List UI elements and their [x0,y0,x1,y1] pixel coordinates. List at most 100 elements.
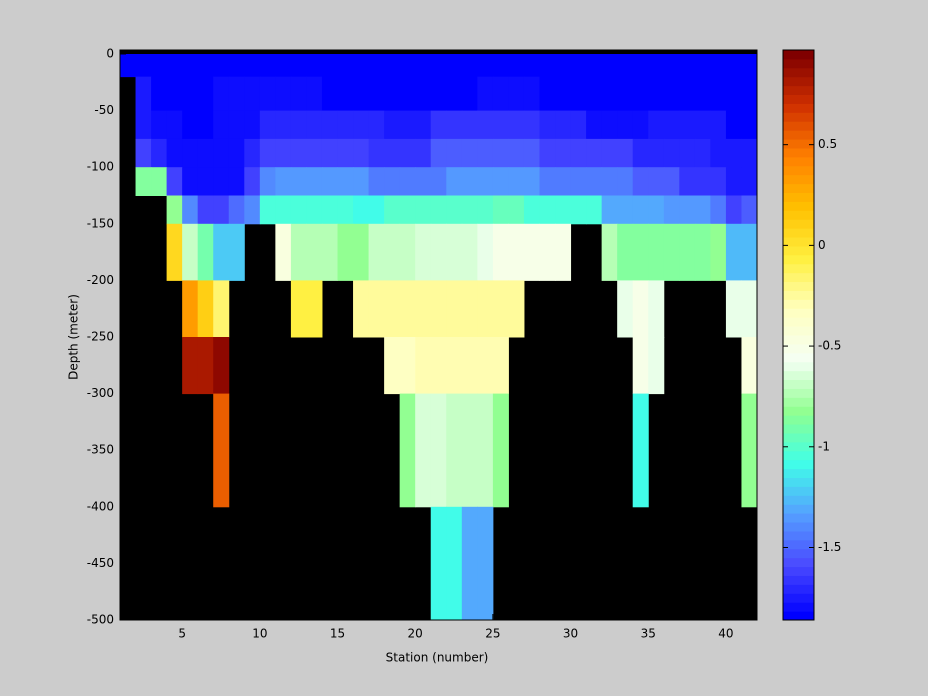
heatmap-cell [368,167,385,196]
heatmap-cell [586,138,603,168]
heatmap-cell [446,195,463,225]
heatmap-cell [353,54,370,78]
y-tick-label: -50 [94,103,114,117]
y-axis-label: Depth (meter) [67,294,81,380]
heatmap-cell [259,138,276,168]
heatmap-cell [461,54,478,78]
colorbar-step [783,370,814,381]
heatmap-cell [259,167,276,196]
heatmap-cell [430,167,447,196]
heatmap-cell [384,110,401,140]
heatmap-cell [679,223,696,281]
x-tick-label: 20 [408,627,423,641]
heatmap-cell [492,195,509,225]
heatmap-cell [477,138,494,168]
heatmap-cell [166,110,183,140]
heatmap-cell [135,167,152,196]
heatmap-cell [555,138,572,168]
heatmap-cell [135,76,152,112]
heatmap-cell [337,195,354,225]
heatmap-cell [461,337,478,395]
heatmap-cell [197,110,214,140]
heatmap-cell [399,337,416,395]
heatmap-cell [306,138,323,168]
heatmap-cell [182,337,199,395]
heatmap-cell [353,110,370,140]
colorbar-step [783,468,814,478]
heatmap-cell [182,110,199,140]
heatmap-cell [694,223,711,281]
colorbar-step [783,504,814,514]
heatmap-cell [197,337,214,395]
heatmap-cell [492,393,509,508]
heatmap-cell [710,195,727,225]
colorbar-step [783,147,814,158]
heatmap-cell [663,110,680,140]
heatmap-cell [337,223,354,281]
colorbar-step [783,299,814,309]
heatmap-cell [259,195,276,225]
x-tick-label: 30 [563,627,578,641]
heatmap-cell [508,138,525,168]
heatmap-cell [166,167,183,196]
heatmap-cell [430,280,447,338]
heatmap-cell [430,195,447,225]
heatmap-cell [213,393,230,508]
heatmap-cell [353,167,370,196]
heatmap-cell [337,138,354,168]
heatmap-cell [617,138,634,168]
heatmap-cell [353,138,370,168]
heatmap-cell [290,76,307,112]
heatmap-cell [430,76,447,112]
heatmap-cell [663,54,680,78]
heatmap-cell [306,195,323,225]
heatmap-cell [555,76,572,112]
heatmap-cell [570,76,587,112]
heatmap-cell [679,110,696,140]
heatmap-cell [415,138,432,168]
heatmap-cell [244,110,261,140]
y-tick-label: -350 [87,443,114,457]
heatmap-cell [601,195,618,225]
colorbar-step [783,352,814,363]
heatmap-cell [648,167,665,196]
heatmap-cell [353,223,370,281]
heatmap-cell [368,76,385,112]
heatmap-cell [601,223,618,281]
heatmap-cell [710,167,727,196]
heatmap-cell [648,223,665,281]
heatmap-cell [710,76,727,112]
heatmap-cell [446,393,463,508]
heatmap-cell [632,54,649,78]
heatmap-cell [617,195,634,225]
heatmap-cell [648,280,665,338]
heatmap-cell [446,110,463,140]
heatmap-cell [617,54,634,78]
heatmap-cell [555,167,572,196]
heatmap-cell [446,223,463,281]
heatmap-cell [663,76,680,112]
heatmap-cell [430,110,447,140]
heatmap-cell [321,167,339,196]
heatmap-cell [570,167,587,196]
heatmap-cell [492,76,509,112]
heatmap-cell [477,76,494,112]
heatmap-cell [197,138,214,168]
heatmap-cell [151,138,168,168]
heatmap-cell [213,167,230,196]
heatmap-cell [244,76,261,112]
x-tick-label: 10 [252,627,267,641]
heatmap-cell [213,110,230,140]
heatmap-cell [213,76,230,112]
heatmap-cell [244,195,261,225]
heatmap-cell [539,54,556,78]
colorbar-step [783,566,814,576]
colorbar-tick-label: 0 [818,238,826,252]
heatmap-cell [415,76,432,112]
colorbar-step [783,94,814,104]
heatmap-cell [601,167,618,196]
heatmap-cell [213,138,230,168]
colorbar-step [783,192,814,202]
heatmap-cell [477,167,494,196]
heatmap-cell [182,76,199,112]
